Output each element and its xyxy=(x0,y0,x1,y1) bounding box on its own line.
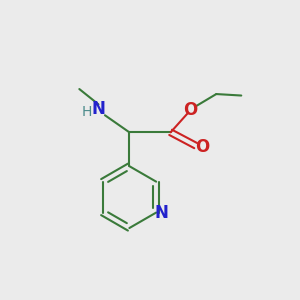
Text: N: N xyxy=(92,100,105,118)
Text: H: H xyxy=(82,105,92,119)
Text: N: N xyxy=(154,204,168,222)
Text: O: O xyxy=(183,101,197,119)
Text: O: O xyxy=(195,138,209,156)
